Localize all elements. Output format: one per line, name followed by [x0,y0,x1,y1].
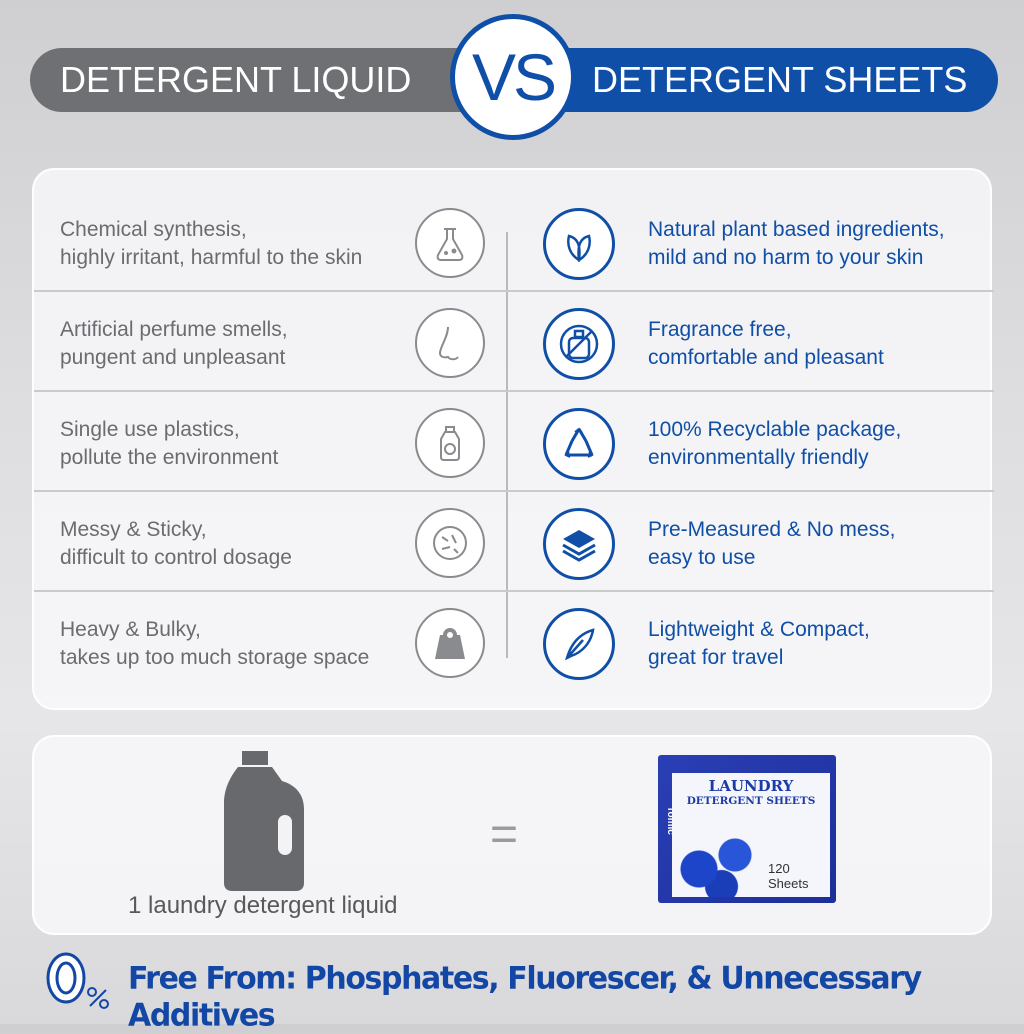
line: pollute the environment [60,446,279,469]
line: Chemical synthesis, [60,218,247,241]
line: easy to use [648,546,756,569]
product-title: LAUNDRY [708,777,794,795]
liquid-drawback: Heavy & Bulky, takes up too much storage … [60,616,369,672]
flask-icon [415,208,485,278]
liquid-drawback: Messy & Sticky, difficult to control dosa… [60,516,292,572]
product-box-image: Tomic LAUNDRY DETERGENT SHEETS 120 Sheet… [658,755,836,903]
row-divider [34,590,994,592]
line: great for travel [648,646,784,669]
sheet-benefit: Fragrance free, comfortable and pleasant [648,316,884,372]
comparison-row: Single use plastics, pollute the environm… [34,392,994,492]
row-divider [34,490,994,492]
flower-graphic [672,827,762,897]
comparison-row: Artificial perfume smells, pungent and un… [34,292,994,392]
line: takes up too much storage space [60,646,370,669]
right-title: DETERGENT SHEETS [592,59,968,100]
detergent-sheets-label: DETERGENT SHEETS [512,48,998,112]
recycle-icon [543,408,615,480]
line: Lightweight & Compact, [648,618,870,641]
line: environmentally friendly [648,446,869,469]
no-perfume-icon [543,308,615,380]
sheet-benefit: Natural plant based ingredients, mild and… [648,216,945,272]
sheet-benefit: Lightweight & Compact, great for travel [648,616,870,672]
comparison-panel: Chemical synthesis, highly irritant, harm… [32,168,994,710]
layers-icon [543,508,615,580]
equivalence-panel: 1 laundry detergent liquid = Tomic LAUND… [32,735,992,935]
line: mild and no harm to your skin [648,246,924,269]
weight-icon [415,608,485,678]
free-from-text: Free From: Phosphates, Fluorescer, & Unn… [128,960,922,1034]
liquid-drawback: Chemical synthesis, highly irritant, harm… [60,216,362,272]
nose-icon [415,308,485,378]
line: Natural plant based ingredients, [648,218,945,241]
liquid-drawback: Single use plastics, pollute the environm… [60,416,278,472]
line: highly irritant, harmful to the skin [60,246,363,269]
line: Messy & Sticky, [60,518,207,541]
sheet-benefit: Pre-Measured & No mess, easy to use [648,516,895,572]
line: Single use plastics, [60,418,240,441]
comparison-row: Heavy & Bulky, takes up too much storage … [34,592,994,692]
line: difficult to control dosage [60,546,292,569]
left-title: DETERGENT LIQUID [60,59,412,100]
detergent-liquid-label: DETERGENT LIQUID [30,48,510,112]
zero-percent-icon: 0% [46,952,109,1009]
bacteria-icon [415,508,485,578]
line: Heavy & Bulky, [60,618,201,641]
leaf-icon [543,208,615,280]
row-divider [34,390,994,392]
comparison-row: Messy & Sticky, difficult to control dosa… [34,492,994,592]
line: pungent and unpleasant [60,346,286,369]
feather-icon [543,608,615,680]
divider [506,232,508,658]
liquid-label: 1 laundry detergent liquid [128,892,398,919]
product-subtitle: DETERGENT SHEETS [686,795,816,807]
liquid-drawback: Artificial perfume smells, pungent and un… [60,316,288,372]
vs-text: VS [471,40,557,114]
comparison-row: Chemical synthesis, highly irritant, harm… [34,192,994,292]
line: Artificial perfume smells, [60,318,288,341]
line: Pre-Measured & No mess, [648,518,896,541]
sheet-benefit: 100% Recyclable package, environmentally … [648,416,901,472]
row-divider [34,290,994,292]
equals-sign: = [490,808,519,861]
vs-badge: VS [450,14,576,140]
detergent-bottle-icon [224,751,304,891]
line: Fragrance free, [648,318,792,341]
plastic-bottle-icon [415,408,485,478]
line: 100% Recyclable package, [648,418,902,441]
line: comfortable and pleasant [648,346,884,369]
sheet-count: 120 Sheets [768,861,809,891]
